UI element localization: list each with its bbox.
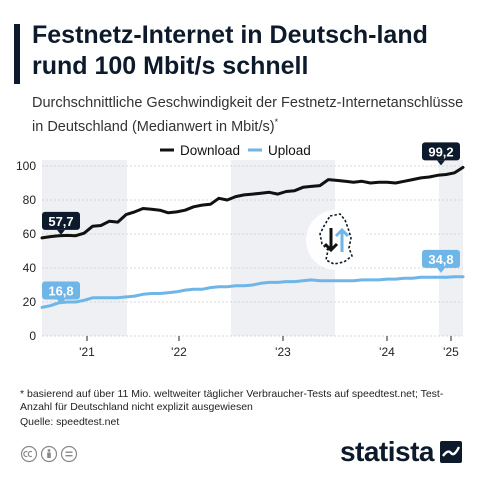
legend-label: Download — [180, 143, 240, 158]
subtitle-footnote-marker: * — [274, 117, 279, 127]
germany-updown-icon — [306, 210, 366, 270]
nd-icon — [60, 445, 78, 463]
year-band — [42, 160, 127, 336]
data-label: 34,8 — [422, 249, 460, 273]
legend: Download Upload — [160, 143, 311, 158]
year-bands — [42, 160, 463, 336]
data-label-text: 57,7 — [48, 214, 73, 229]
y-tick-label: 60 — [23, 227, 37, 241]
x-tick-label: '22 — [171, 345, 187, 359]
y-tick-label: 80 — [23, 193, 37, 207]
creative-commons-icons — [20, 445, 78, 463]
data-labels: 57,7 99,2 16,8 34,8 — [42, 142, 460, 305]
y-axis-ticks: 0 20 40 60 80 100 — [16, 159, 36, 343]
y-tick-label: 20 — [23, 295, 37, 309]
year-band — [439, 160, 463, 336]
line-chart: 0 20 40 60 80 100 '21 '22 '23 '24 '25 Download Upl… — [16, 142, 465, 359]
series-line-download — [40, 165, 465, 240]
data-label-text: 34,8 — [428, 252, 453, 267]
footnote: * basierend auf über 11 Mio. weltweiter … — [20, 388, 444, 413]
data-label-text: 99,2 — [428, 144, 453, 159]
x-tick-label: '24 — [379, 345, 395, 359]
data-label: 16,8 — [42, 281, 80, 305]
y-tick-label: 100 — [16, 159, 36, 173]
chart-subtitle: Durchschnittliche Geschwindigkeit der Fe… — [32, 94, 472, 137]
subtitle-text: Durchschnittliche Geschwindigkeit der Fe… — [32, 95, 464, 135]
series-lines — [40, 165, 465, 309]
data-label-text: 16,8 — [48, 283, 73, 298]
cc-icon — [20, 445, 38, 463]
statista-logo[interactable]: statista — [340, 436, 462, 468]
y-tick-label: 40 — [23, 261, 37, 275]
x-tick-label: '23 — [275, 345, 291, 359]
data-label: 57,7 — [42, 211, 80, 235]
by-icon — [40, 445, 58, 463]
source-note: Quelle: speedtest.net — [20, 416, 120, 428]
title-accent-bar — [14, 24, 20, 84]
x-tick-label: '21 — [79, 345, 95, 359]
statista-logo-icon — [440, 441, 462, 463]
chart-title: Festnetz-Internet in Deutsch-land rund 1… — [32, 21, 428, 80]
data-label: 99,2 — [422, 142, 460, 166]
brand-name: statista — [339, 436, 435, 467]
x-axis-ticks: '21 '22 '23 '24 '25 — [79, 336, 459, 359]
series-line-upload — [40, 275, 465, 309]
y-tick-label: 0 — [29, 329, 36, 343]
legend-label: Upload — [268, 143, 311, 158]
x-tick-label: '25 — [443, 345, 459, 359]
